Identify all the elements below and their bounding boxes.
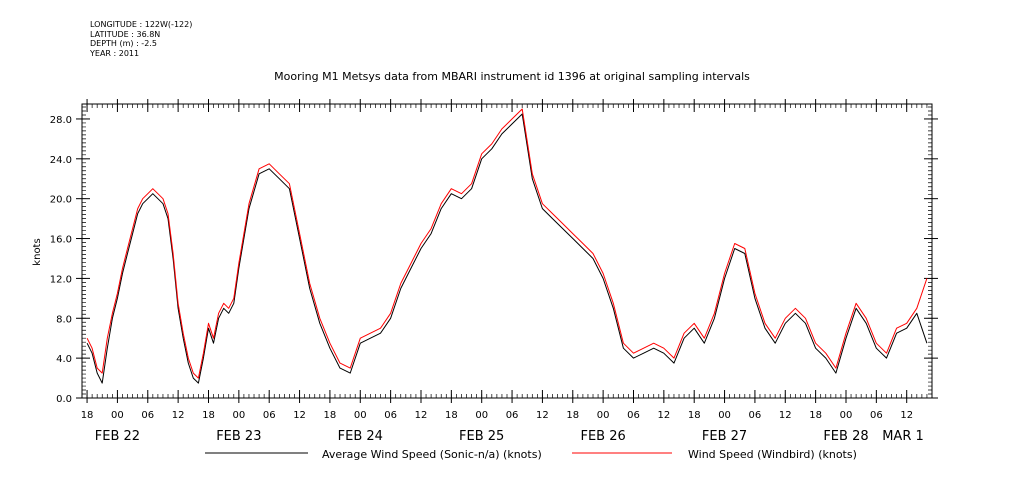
y-tick-label: 16.0 xyxy=(50,235,72,246)
legend-label: Wind Speed (Windbird) (knots) xyxy=(688,448,857,461)
y-tick-label: 4.0 xyxy=(56,354,72,365)
date-label: FEB 25 xyxy=(459,429,504,444)
y-tick-label: 12.0 xyxy=(50,274,72,285)
x-tick-label: 06 xyxy=(384,410,397,421)
plot-frame xyxy=(81,103,933,399)
x-tick-label: 12 xyxy=(415,410,428,421)
date-label: FEB 24 xyxy=(338,429,383,444)
x-tick-label: 06 xyxy=(263,410,276,421)
x-tick-label: 00 xyxy=(354,410,367,421)
series-line-average-wind-speed xyxy=(86,113,928,384)
x-tick-label: 06 xyxy=(870,410,883,421)
date-label: FEB 26 xyxy=(580,429,625,444)
x-tick-label: 12 xyxy=(657,410,670,421)
longitude-text: LONGITUDE : 122W(-122) xyxy=(90,20,193,29)
x-tick-label: 12 xyxy=(172,410,185,421)
x-tick-label: 18 xyxy=(809,410,822,421)
series-line-wind-speed xyxy=(86,108,928,379)
x-tick-label: 18 xyxy=(81,410,94,421)
metadata-block: LONGITUDE : 122W(-122) LATITUDE : 36.8N … xyxy=(90,20,192,58)
x-tick-label: 18 xyxy=(324,410,337,421)
x-tick-label: 12 xyxy=(536,410,549,421)
x-tick-label: 00 xyxy=(597,410,610,421)
data-series xyxy=(86,108,928,384)
x-tick-label: 12 xyxy=(779,410,792,421)
x-tick-label: 06 xyxy=(749,410,762,421)
legend-label: Average Wind Speed (Sonic-n/a) (knots) xyxy=(322,448,542,461)
date-label: FEB 23 xyxy=(216,429,261,444)
y-tick-label: 8.0 xyxy=(56,314,72,325)
x-tick-label: 00 xyxy=(840,410,853,421)
legend: Average Wind Speed (Sonic-n/a) (knots) Wi… xyxy=(205,448,857,461)
x-tick-label: 00 xyxy=(475,410,488,421)
year-text: YEAR : 2011 xyxy=(90,48,140,58)
date-label: FEB 22 xyxy=(95,429,140,444)
y-axis-label: knots xyxy=(32,238,43,265)
x-tick-label: 06 xyxy=(141,410,154,421)
y-tick-label: 28.0 xyxy=(50,115,72,126)
axis-ticks: 0.0 4.0 8.0 12.0 16.0 20.0 24.0 28.0 18 00 06 12 18 0… xyxy=(50,99,938,444)
y-tick-label: 20.0 xyxy=(50,195,72,206)
date-label: FEB 27 xyxy=(702,429,747,444)
x-tick-label: 00 xyxy=(718,410,731,421)
x-tick-label: 00 xyxy=(111,410,124,421)
x-tick-label: 18 xyxy=(202,410,215,421)
chart-title: Mooring M1 Metsys data from MBARI instru… xyxy=(274,70,750,83)
latitude-text: LATITUDE : 36.8N xyxy=(90,29,161,39)
x-tick-label: 18 xyxy=(688,410,701,421)
x-tick-label: 18 xyxy=(445,410,458,421)
y-tick-label: 0.0 xyxy=(56,394,72,405)
date-label: FEB 28 xyxy=(823,429,868,444)
x-tick-label: 12 xyxy=(293,410,306,421)
x-tick-label: 06 xyxy=(506,410,519,421)
x-tick-label: 00 xyxy=(232,410,245,421)
minor-ticks xyxy=(81,104,933,399)
x-tick-label: 18 xyxy=(566,410,579,421)
date-label: MAR 1 xyxy=(882,429,924,444)
x-tick-label: 12 xyxy=(900,410,913,421)
y-tick-label: 24.0 xyxy=(50,155,72,166)
depth-text: DEPTH (m) : -2.5 xyxy=(90,39,157,48)
x-tick-label: 06 xyxy=(627,410,640,421)
